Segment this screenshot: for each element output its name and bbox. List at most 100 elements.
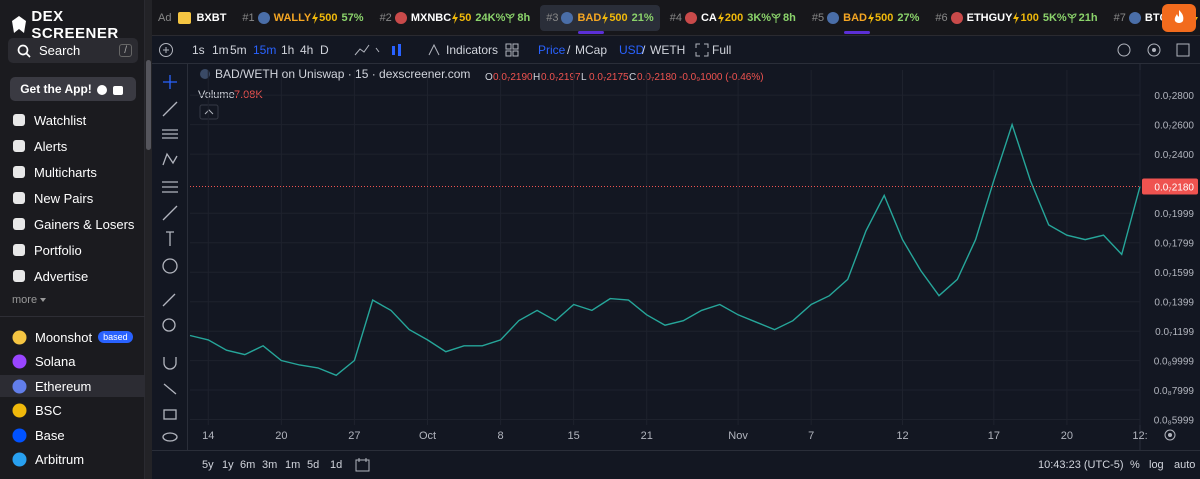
ad-label: Ad (158, 11, 172, 24)
x-tick-label: 7 (808, 430, 814, 442)
interval-button[interactable]: 1s (192, 43, 205, 57)
chain-item[interactable]: Ethereum (0, 375, 145, 397)
nav-item[interactable]: Watchlist (12, 109, 86, 131)
rank: #6 (935, 11, 948, 24)
mcap-toggle[interactable]: MCap (575, 43, 608, 57)
chain-item[interactable]: Moonshot based (0, 326, 145, 348)
more-link[interactable]: more (12, 294, 47, 306)
price-toggle[interactable]: Price (538, 43, 566, 57)
x-tick-label: 8 (498, 430, 504, 442)
nav-label: Multicharts (34, 164, 97, 180)
indicators-icon (428, 43, 440, 56)
ad-symbol: BXBT (196, 11, 227, 24)
trending-item[interactable]: #2 MXNBC 50 24K% 8h (374, 5, 537, 31)
sidebar-scrollbar[interactable] (145, 0, 152, 479)
nav-item[interactable]: Advertise (12, 265, 88, 287)
interval-button[interactable]: 1h (281, 43, 295, 57)
trending-item[interactable]: #1 WALLY 500 57% (236, 5, 369, 31)
chain-icon (12, 428, 27, 442)
y-tick-label: 0.0₇2800 (1154, 91, 1194, 102)
nav-label: Gainers & Losers (34, 216, 135, 232)
y-tick-label: 0.0₇1799 (1154, 239, 1194, 250)
collapse-button[interactable] (199, 104, 219, 120)
chain-label: Ethereum (35, 378, 92, 394)
x-tick-label: 20 (275, 430, 287, 442)
search-key: / (119, 44, 132, 57)
rank: #1 (242, 11, 255, 24)
rank: #5 (811, 11, 825, 24)
x-tick-label: 14 (202, 430, 214, 442)
boost: 500 (319, 11, 338, 24)
get-app-button[interactable]: Get the App! (10, 77, 136, 101)
more-caret (40, 298, 47, 302)
quote-toggle[interactable]: WETH (650, 43, 686, 57)
search-icon (17, 44, 31, 58)
age: 21h (1078, 11, 1098, 24)
boost: 500 (609, 11, 628, 24)
y-tick-label: 0.0₇1599 (1154, 268, 1194, 279)
pair-icon (200, 69, 210, 79)
x-tick-label: 21 (641, 430, 653, 442)
fullscreen-icon (695, 43, 709, 57)
range-button[interactable]: 5d (307, 459, 320, 471)
nav-item[interactable]: Alerts (12, 135, 67, 157)
range-button[interactable]: 1d (330, 459, 343, 471)
separator[interactable]: / (642, 43, 646, 57)
chain-item[interactable]: BSC (0, 400, 145, 422)
chain-item[interactable]: Solana (0, 351, 145, 373)
nav-item[interactable]: Multicharts (12, 161, 97, 183)
interval-button[interactable]: 4h (300, 43, 314, 57)
trending-item[interactable]: #3 BAD 500 21% (540, 4, 660, 34)
x-tick-label: 12: (1132, 430, 1147, 442)
token-icon (950, 11, 963, 24)
nav-item[interactable]: New Pairs (12, 187, 93, 209)
interval-button[interactable]: D (320, 43, 329, 57)
x-tick-label: 27 (348, 430, 360, 442)
search-box[interactable]: Search / (8, 38, 138, 63)
full-button[interactable]: Full (712, 43, 732, 57)
token-icon (394, 11, 407, 24)
interval-button[interactable]: 5m (230, 43, 247, 57)
x-tick-label: Oct (419, 430, 436, 442)
nav-icon (13, 166, 25, 178)
range-button[interactable]: 5y (202, 459, 214, 471)
drawing-tools (152, 64, 188, 450)
fire-icon (1174, 10, 1184, 23)
nav-item[interactable]: Gainers & Losers (12, 213, 134, 235)
trending-item[interactable]: #4 CA 200 3K% 8h (664, 5, 802, 31)
range-button[interactable]: 1m (285, 459, 301, 471)
ad-item[interactable]: Ad BXBT (152, 5, 232, 31)
last-price-label: 0.0₇2180 (1154, 183, 1194, 194)
interval-button[interactable]: 1m (212, 43, 229, 57)
token-icon (257, 11, 270, 24)
nav-label: Alerts (34, 138, 68, 154)
separator[interactable]: / (567, 43, 571, 57)
scroll-thumb (146, 60, 151, 150)
range-button[interactable]: 1y (222, 459, 234, 471)
x-tick-label: 17 (988, 430, 1000, 442)
boost-icon (602, 11, 609, 24)
auto-toggle[interactable]: auto (1174, 459, 1196, 471)
currency-toggle[interactable]: USD (619, 43, 645, 57)
trending-item[interactable]: #6 ETHGUY 100 5K% 21h (929, 5, 1103, 31)
boost-icon (717, 11, 724, 24)
change: 24K% (475, 11, 506, 24)
range-button[interactable]: 3m (262, 459, 278, 471)
log-toggle[interactable]: log (1149, 459, 1164, 471)
trending-item[interactable]: #5 BAD 500 27% (806, 5, 925, 34)
hot-button[interactable] (1162, 4, 1196, 32)
time: 10:43:23 (UTC-5) (1038, 459, 1124, 471)
y-tick-label: 0.0₈9999 (1154, 357, 1195, 368)
indicators-button[interactable]: Indicators (446, 43, 499, 57)
ohlc-key: O (485, 72, 493, 83)
chain-item[interactable]: Base (0, 424, 145, 446)
ohlc-value: 0.0₇2190 (493, 72, 533, 83)
chain-item[interactable]: Arbitrum (0, 449, 145, 471)
boost: 50 (459, 11, 472, 24)
interval-button[interactable]: 15m (253, 43, 277, 57)
boost-icon (452, 11, 459, 24)
nav-item[interactable]: Portfolio (12, 239, 82, 261)
range-button[interactable]: 6m (240, 459, 256, 471)
percent-toggle[interactable]: % (1130, 459, 1140, 471)
